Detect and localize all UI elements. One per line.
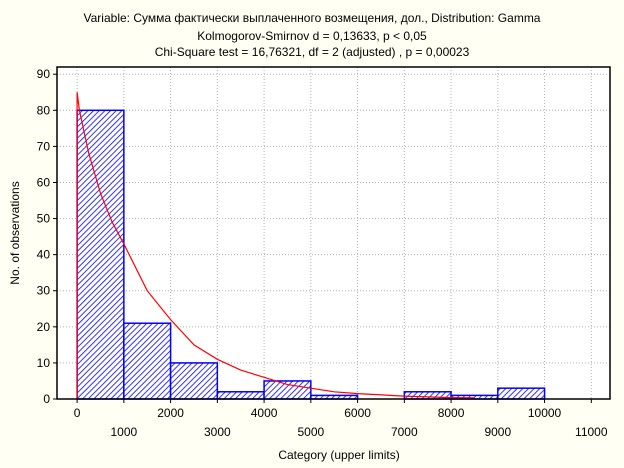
x-tick-label: 11000 (575, 425, 608, 439)
x-tick-label: 0 (74, 406, 81, 420)
x-tick-label: 1000 (110, 425, 137, 439)
plot-frame (56, 66, 611, 400)
y-tick-label: 90 (37, 67, 51, 81)
histogram-bar (169, 362, 219, 400)
x-tick-label: 10000 (528, 406, 562, 420)
x-tick-label: 8000 (438, 406, 465, 420)
histogram-bar (76, 109, 125, 400)
y-tick-label: 50 (37, 212, 51, 226)
chart-title: Variable: Сумма фактически выплаченного … (83, 11, 541, 25)
histogram-bar (263, 380, 312, 400)
y-tick-label: 10 (37, 356, 51, 370)
x-tick-label: 3000 (204, 425, 231, 439)
histogram-bar (216, 391, 265, 400)
histogram-bar (123, 322, 172, 400)
y-tick-label: 40 (37, 248, 51, 262)
y-tick-label: 0 (43, 392, 50, 406)
histogram-bar (497, 387, 546, 400)
y-tick-label: 20 (37, 320, 51, 334)
y-tick-label: 80 (37, 103, 51, 117)
x-tick-label: 9000 (484, 425, 511, 439)
y-tick-label: 70 (37, 139, 51, 153)
chart-subtitle-ks: Kolmogorov-Smirnov d = 0,13633, p < 0,05 (197, 29, 427, 43)
y-tick-label: 60 (37, 175, 51, 189)
fitted-gamma-curve (76, 92, 475, 399)
chart-subtitle-chi: Chi-Square test = 16,76321, df = 2 (adju… (154, 45, 470, 59)
x-tick-label: 4000 (251, 406, 278, 420)
y-axis-label: No. of observations (8, 181, 22, 284)
x-axis-label: Category (upper limits) (278, 448, 399, 462)
x-tick-label: 2000 (157, 406, 184, 420)
x-tick-label: 7000 (391, 425, 418, 439)
x-tick-label: 6000 (344, 406, 371, 420)
x-tick-label: 5000 (297, 425, 324, 439)
y-tick-label: 30 (37, 284, 51, 298)
